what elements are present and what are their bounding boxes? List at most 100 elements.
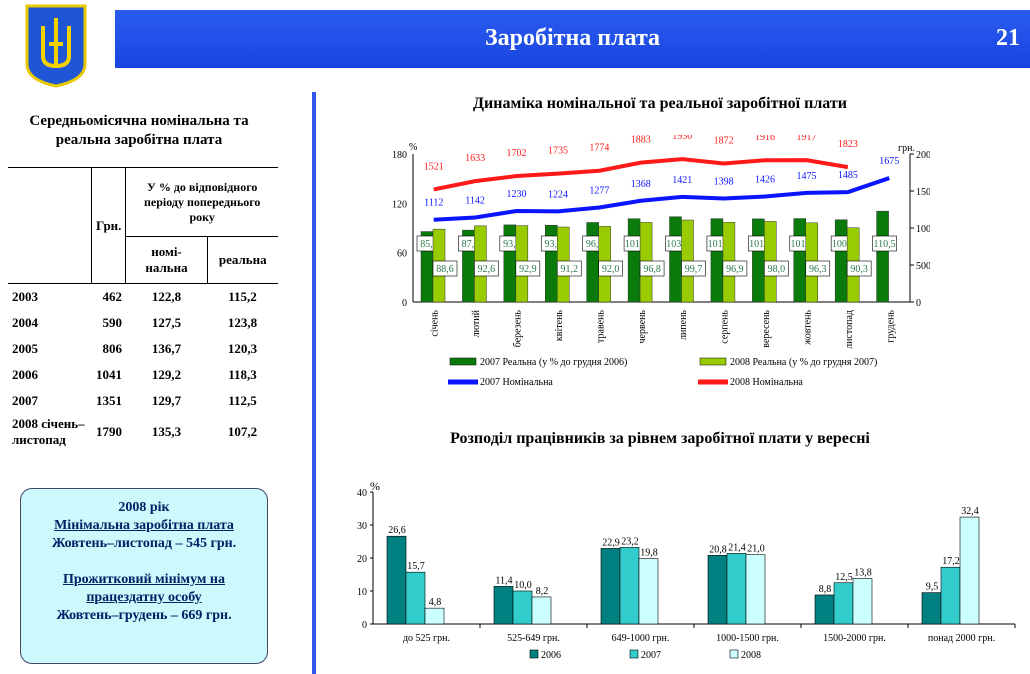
bar — [833, 582, 854, 625]
bar — [793, 218, 806, 303]
table-cell: 2008 січень–листопад — [12, 416, 85, 447]
x-tick-label: березень — [513, 310, 524, 348]
table-cell: 115,2 — [228, 289, 257, 304]
data-label-box — [872, 235, 897, 252]
data-label-box — [764, 260, 789, 277]
col-real: реальна — [206, 236, 278, 284]
data-label-box — [432, 260, 458, 277]
subsistence-value: Жовтень–грудень – 669 грн. — [56, 608, 232, 623]
x-tick-label: 1500-2000 грн. — [823, 633, 886, 644]
data-label: 21,0 — [747, 544, 765, 555]
data-label: 93,4 — [545, 239, 563, 250]
line-data-label: 1930 — [672, 135, 692, 142]
table-cell: 112,5 — [228, 393, 257, 408]
x-tick-label: 1000-1500 грн. — [716, 633, 779, 644]
line-data-label: 1224 — [548, 189, 568, 200]
data-label: 17,2 — [942, 556, 960, 567]
data-label: 9,5 — [926, 582, 939, 593]
line-data-label: 1421 — [672, 175, 692, 186]
x-tick-label: січень — [430, 310, 441, 337]
bar — [386, 535, 407, 625]
bar — [921, 592, 942, 625]
bar — [627, 218, 641, 303]
table-row: 2007 1351 129,7 112,5 — [8, 388, 278, 414]
data-label: 103,7 — [666, 239, 689, 250]
table-cell: 127,5 — [151, 315, 182, 330]
data-label: 26,6 — [388, 525, 406, 536]
data-label: 98,0 — [768, 264, 786, 275]
legend-label: 2007 Реальна (у % до грудня 2006) — [480, 357, 627, 368]
data-label-box — [474, 260, 499, 277]
y-tick-label: 0 — [402, 298, 407, 309]
data-label: 96,9 — [726, 264, 744, 275]
salary-table: Грн. У % до відповідного періоду попередн… — [8, 167, 278, 450]
y-tick-label: 180 — [392, 150, 407, 161]
x-tick-label: понад 2000 грн. — [928, 633, 995, 644]
line-data-label: 1368 — [631, 179, 651, 190]
x-tick-label: липень — [678, 310, 689, 340]
data-label-box — [681, 260, 706, 277]
data-label: 22,9 — [602, 537, 620, 548]
table-cell: 2007 — [12, 393, 38, 408]
data-label: 91,2 — [561, 264, 579, 275]
table-cell: 2003 — [12, 289, 38, 304]
bar — [959, 516, 980, 625]
table-cell: 2006 — [12, 367, 38, 382]
chart1-title: Динаміка номінальної та реальної заробіт… — [473, 95, 847, 112]
bar — [726, 553, 747, 625]
data-label: 13,8 — [854, 567, 872, 578]
legend-swatch — [629, 649, 639, 659]
data-label: 96,3 — [809, 264, 827, 275]
x-tick-label: лютий — [471, 309, 482, 337]
y2-label: грн. — [898, 143, 915, 154]
data-label: 90,3 — [850, 264, 868, 275]
table-cell: 2004 — [12, 315, 38, 330]
chart-dynamics: 0 60 120 180 0 500 1000 1500 2000% грн. 85,7 88,6 сі… — [392, 135, 930, 388]
data-label-box — [515, 260, 541, 277]
line-data-label: 1823 — [838, 139, 858, 150]
data-label: 8,2 — [536, 586, 549, 597]
x-tick-label: грудень — [885, 310, 896, 343]
bar — [940, 566, 961, 625]
bar — [669, 216, 682, 303]
y2-tick-label: 1000 — [916, 224, 930, 235]
subsistence-link[interactable]: Прожитковий мінімум на працездатну особу — [63, 572, 225, 605]
data-label: 11,4 — [495, 575, 512, 586]
data-label: 20,8 — [709, 544, 727, 555]
data-label: 12,5 — [835, 572, 853, 583]
table-cell: 122,8 — [151, 289, 182, 304]
x-tick-label: червень — [637, 310, 648, 344]
x-tick-label: серпень — [720, 310, 731, 344]
y-tick-label: 40 — [357, 488, 367, 499]
col-group: У % до відповідного періоду попереднього… — [125, 167, 278, 237]
y2-tick-label: 2000 — [916, 150, 930, 161]
x-tick-label: до 525 грн. — [403, 633, 450, 644]
legend-swatch — [729, 649, 739, 659]
data-label: 8,8 — [819, 584, 832, 595]
coat-of-arms-logo — [25, 4, 87, 88]
table-cell: 136,7 — [151, 341, 182, 356]
data-label: 101,3 — [625, 239, 648, 250]
min-wage-value: Жовтень–листопад – 545 грн. — [51, 536, 237, 551]
x-tick-label: 525-649 грн. — [507, 633, 560, 644]
data-label-box — [846, 260, 872, 277]
page-title: Заробітна плата — [484, 25, 661, 51]
table-row: 2003 462 122,8 115,2 — [8, 284, 278, 311]
data-label-box — [556, 260, 582, 277]
legend-swatch — [529, 649, 539, 659]
data-label: 88,6 — [436, 264, 454, 275]
min-wage-link[interactable]: Мінімальна заробітна плата — [54, 518, 234, 533]
table-title: Середньомісячна номінальна та реальна за… — [29, 113, 249, 148]
data-label-box — [598, 260, 623, 277]
line-data-label: 1230 — [507, 189, 527, 200]
x-tick-label: жовтень — [802, 310, 813, 346]
table-cell: 123,8 — [227, 315, 258, 330]
data-label: 110,5 — [874, 239, 896, 250]
line-data-label: 1521 — [424, 161, 444, 172]
line-data-label: 1112 — [424, 198, 443, 209]
data-label: 15,7 — [407, 561, 425, 572]
bar — [852, 578, 873, 625]
line-data-label: 1398 — [714, 177, 734, 188]
table-cell: 135,3 — [151, 424, 182, 439]
bar — [638, 558, 659, 625]
